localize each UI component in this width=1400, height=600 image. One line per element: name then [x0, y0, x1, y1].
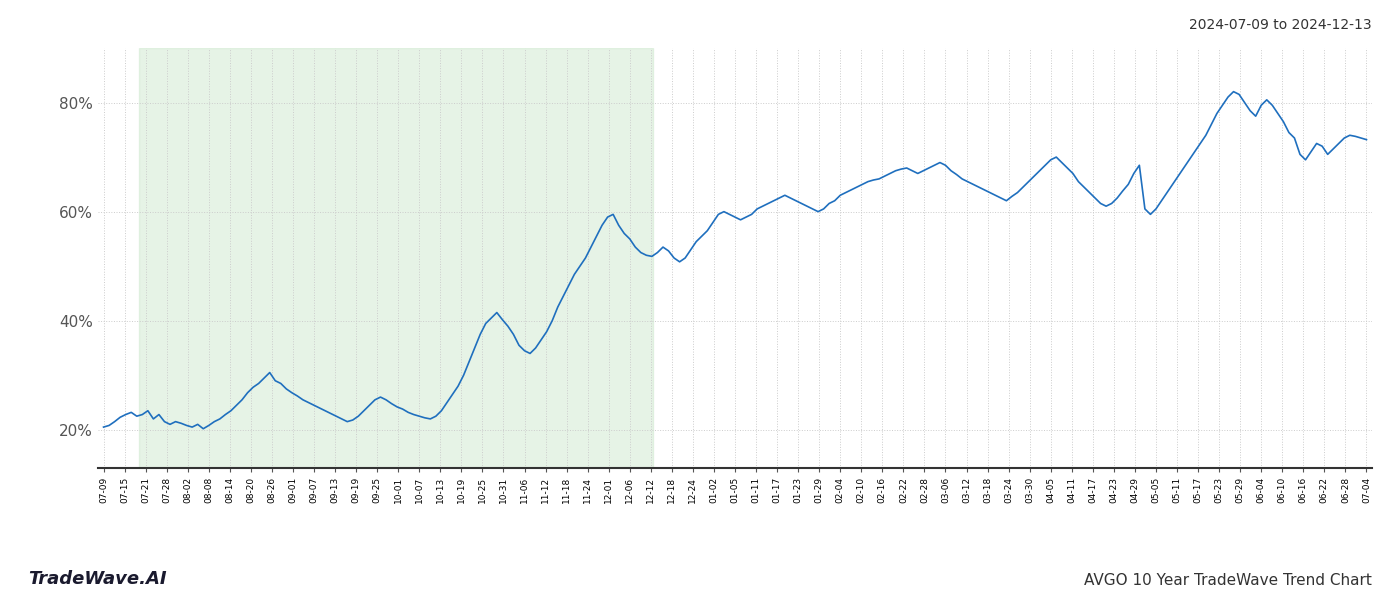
Bar [139, 48, 652, 468]
Text: TradeWave.AI: TradeWave.AI [28, 570, 167, 588]
Text: 2024-07-09 to 2024-12-13: 2024-07-09 to 2024-12-13 [1190, 18, 1372, 32]
Text: AVGO 10 Year TradeWave Trend Chart: AVGO 10 Year TradeWave Trend Chart [1084, 573, 1372, 588]
